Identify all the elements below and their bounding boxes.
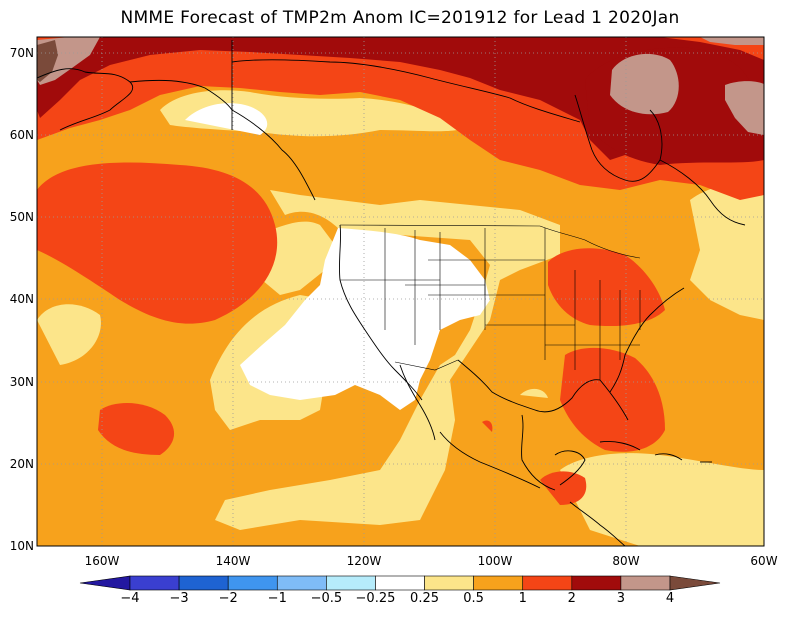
lat-label: 40N bbox=[10, 292, 34, 306]
colorbar-segment bbox=[79, 575, 131, 591]
anomaly-region-yellow-eastpacific bbox=[215, 190, 560, 530]
anomaly-region-yellow-eastcanada bbox=[690, 181, 764, 320]
colorbar-labels: −4 −3 −2 −1 −0.5 −0.25 0.25 0.5 1 2 3 4 bbox=[0, 591, 800, 609]
plot-frame bbox=[36, 36, 765, 547]
colorbar-segment bbox=[473, 575, 524, 591]
anomaly-region-yellow-westpacific bbox=[37, 304, 101, 365]
lat-label: 60N bbox=[10, 128, 34, 142]
anomaly-region-red-greatlakes bbox=[548, 248, 665, 327]
political-borders bbox=[339, 224, 641, 380]
anomaly-region-brown-bering bbox=[37, 40, 58, 82]
colorbar-label: −0.25 bbox=[355, 591, 396, 606]
colorbar-label: −0.5 bbox=[310, 591, 343, 606]
colorbar-label: −1 bbox=[267, 591, 287, 606]
lat-label: 30N bbox=[10, 375, 34, 389]
lon-axis-labels: 160W 140W 120W 100W 80W 60W bbox=[85, 554, 778, 568]
colorbar-segment bbox=[227, 575, 278, 591]
colorbar-segment bbox=[326, 575, 376, 591]
colorbar-segment bbox=[620, 575, 671, 591]
lat-label: 10N bbox=[10, 539, 34, 553]
colorbar-label: 2 bbox=[567, 591, 576, 606]
colorbar-label: −4 bbox=[120, 591, 140, 606]
anomaly-region-tan-arctic-top bbox=[700, 37, 764, 45]
anomaly-region-white-west bbox=[240, 228, 490, 410]
lat-label: 20N bbox=[10, 457, 34, 471]
lat-label: 70N bbox=[10, 46, 34, 60]
colorbar-label: 0.25 bbox=[410, 591, 440, 606]
lon-label: 120W bbox=[347, 554, 382, 568]
colorbar-label: 1 bbox=[518, 591, 527, 606]
map-title: NMME Forecast of TMP2m Anom IC=201912 fo… bbox=[120, 8, 680, 28]
colorbar-label: 0.5 bbox=[463, 591, 484, 606]
anomaly-region-darkred-arctic-west bbox=[37, 37, 764, 160]
colorbar-segment bbox=[178, 575, 229, 591]
colorbar-segment bbox=[129, 575, 180, 591]
anomaly-region-red-southeast bbox=[560, 347, 665, 452]
anomaly-region-white-bc bbox=[185, 103, 268, 135]
colorbar-segment bbox=[276, 575, 327, 591]
colorbar-label: −2 bbox=[218, 591, 238, 606]
anomaly-region-red-pacific bbox=[37, 162, 278, 324]
anomaly-region-red-gulf-small bbox=[482, 420, 493, 432]
colorbar-segment bbox=[571, 575, 622, 591]
lon-label: 140W bbox=[216, 554, 251, 568]
colorbar-label: 3 bbox=[616, 591, 626, 606]
colorbar-segment bbox=[375, 575, 425, 591]
anomaly-region-yellow-gulf-small bbox=[520, 388, 548, 398]
colorbar-segment bbox=[669, 575, 721, 591]
lat-label: 50N bbox=[10, 210, 34, 224]
colorbar-label: −3 bbox=[169, 591, 189, 606]
colorbar bbox=[79, 575, 721, 591]
map-gridlines bbox=[37, 37, 764, 546]
anomaly-region-tan-hudson bbox=[610, 53, 679, 115]
lat-axis-labels: 70N 60N 50N 40N 30N 20N 10N bbox=[10, 46, 34, 553]
colorbar-segment bbox=[424, 575, 474, 591]
anomaly-region-red-hawaii bbox=[98, 403, 175, 455]
lon-label: 60W bbox=[750, 554, 777, 568]
colorbar-segment bbox=[522, 575, 573, 591]
anomaly-field bbox=[37, 37, 764, 546]
lon-label: 160W bbox=[85, 554, 120, 568]
lon-label: 80W bbox=[612, 554, 639, 568]
coastlines bbox=[37, 40, 746, 546]
colorbar-label: 4 bbox=[665, 591, 675, 606]
anomaly-region-tan-labrador bbox=[725, 81, 764, 135]
anomaly-region-red-mexico bbox=[540, 471, 587, 505]
lon-label: 100W bbox=[478, 554, 513, 568]
anomaly-region-yellow-caribbean bbox=[560, 453, 764, 546]
